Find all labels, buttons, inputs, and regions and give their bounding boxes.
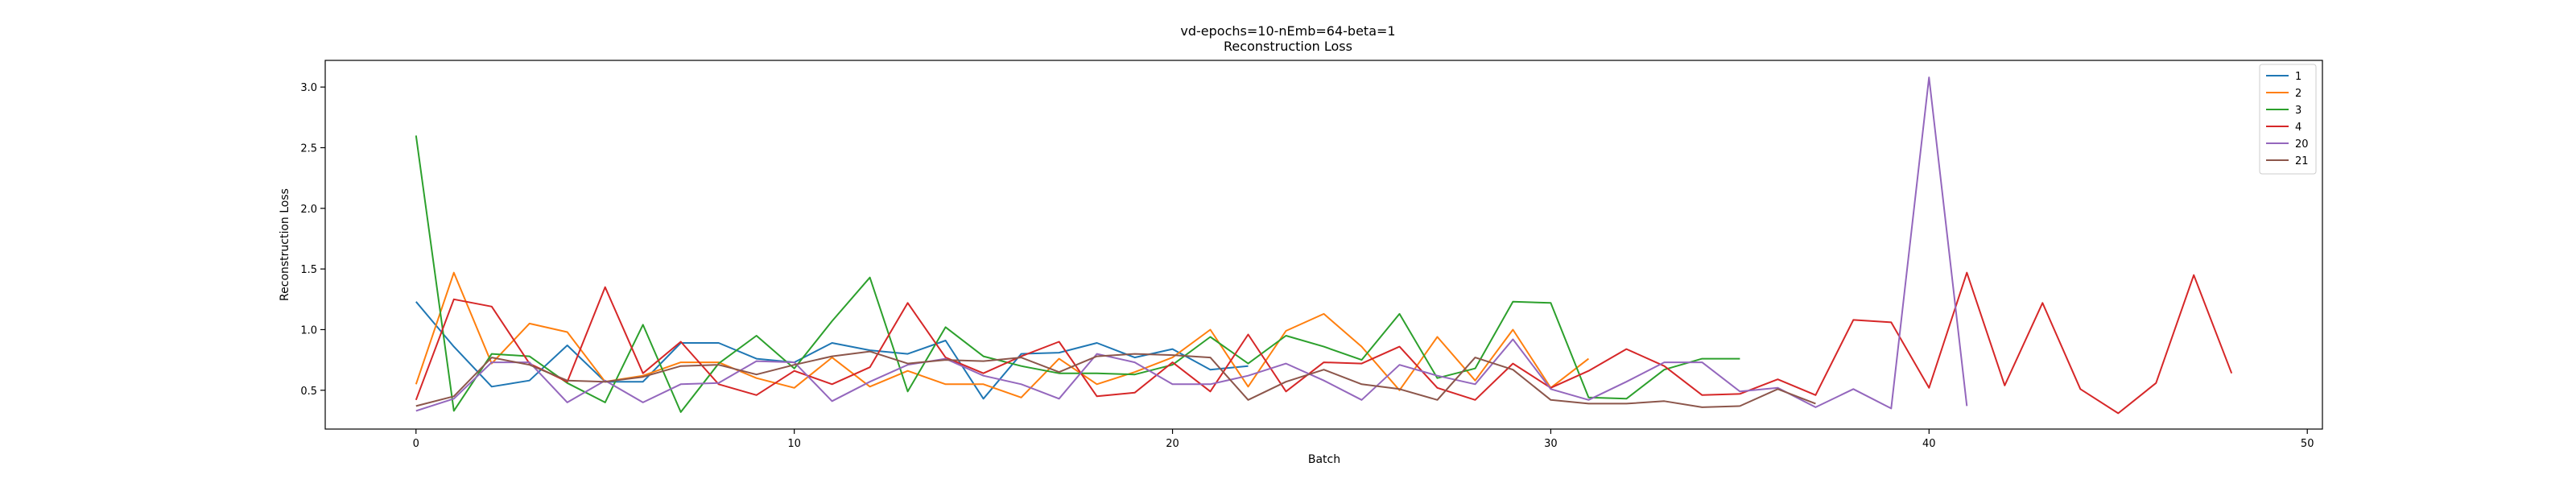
legend-label-3: 3: [2295, 105, 2301, 117]
series-line-20: [415, 76, 1968, 412]
y-axis-label: Reconstruction Loss: [279, 188, 291, 301]
legend-label-4: 4: [2295, 122, 2301, 134]
x-tick-label: 40: [1922, 438, 1936, 450]
legend: 1 2 3 4 20 21: [2259, 64, 2317, 175]
y-axis-ticks: 0.5 1.0 1.5 2.0 2.5 3.0: [300, 82, 325, 398]
legend-label-2: 2: [2295, 88, 2301, 100]
series-line-4: [415, 271, 2233, 415]
legend-label-21: 21: [2295, 155, 2309, 167]
y-tick-label: 2.5: [300, 142, 317, 155]
x-tick-label: 30: [1544, 438, 1558, 450]
series-layer: [415, 76, 2233, 415]
series-line-21: [415, 350, 1816, 408]
chart-subtitle: Reconstruction Loss: [1224, 39, 1352, 54]
chart-title: vd-epochs=10-nEmb=64-beta=1: [1180, 23, 1395, 39]
legend-label-20: 20: [2295, 138, 2309, 151]
plot-frame: [324, 60, 2323, 430]
y-tick-label: 3.0: [300, 82, 317, 94]
x-tick-label: 0: [413, 438, 419, 450]
legend-label-1: 1: [2295, 71, 2301, 83]
series-line-3: [415, 135, 1740, 413]
y-tick-label: 0.5: [300, 386, 317, 398]
y-tick-label: 2.0: [300, 204, 317, 216]
x-tick-label: 50: [2301, 438, 2314, 450]
x-tick-label: 10: [787, 438, 801, 450]
y-tick-label: 1.0: [300, 324, 317, 336]
y-tick-label: 1.5: [300, 264, 317, 276]
x-axis-label: Batch: [1308, 453, 1340, 466]
x-axis-ticks: 0 10 20 30 40 50: [413, 429, 2314, 450]
x-tick-label: 20: [1166, 438, 1179, 450]
series-line-1: [415, 301, 1249, 400]
